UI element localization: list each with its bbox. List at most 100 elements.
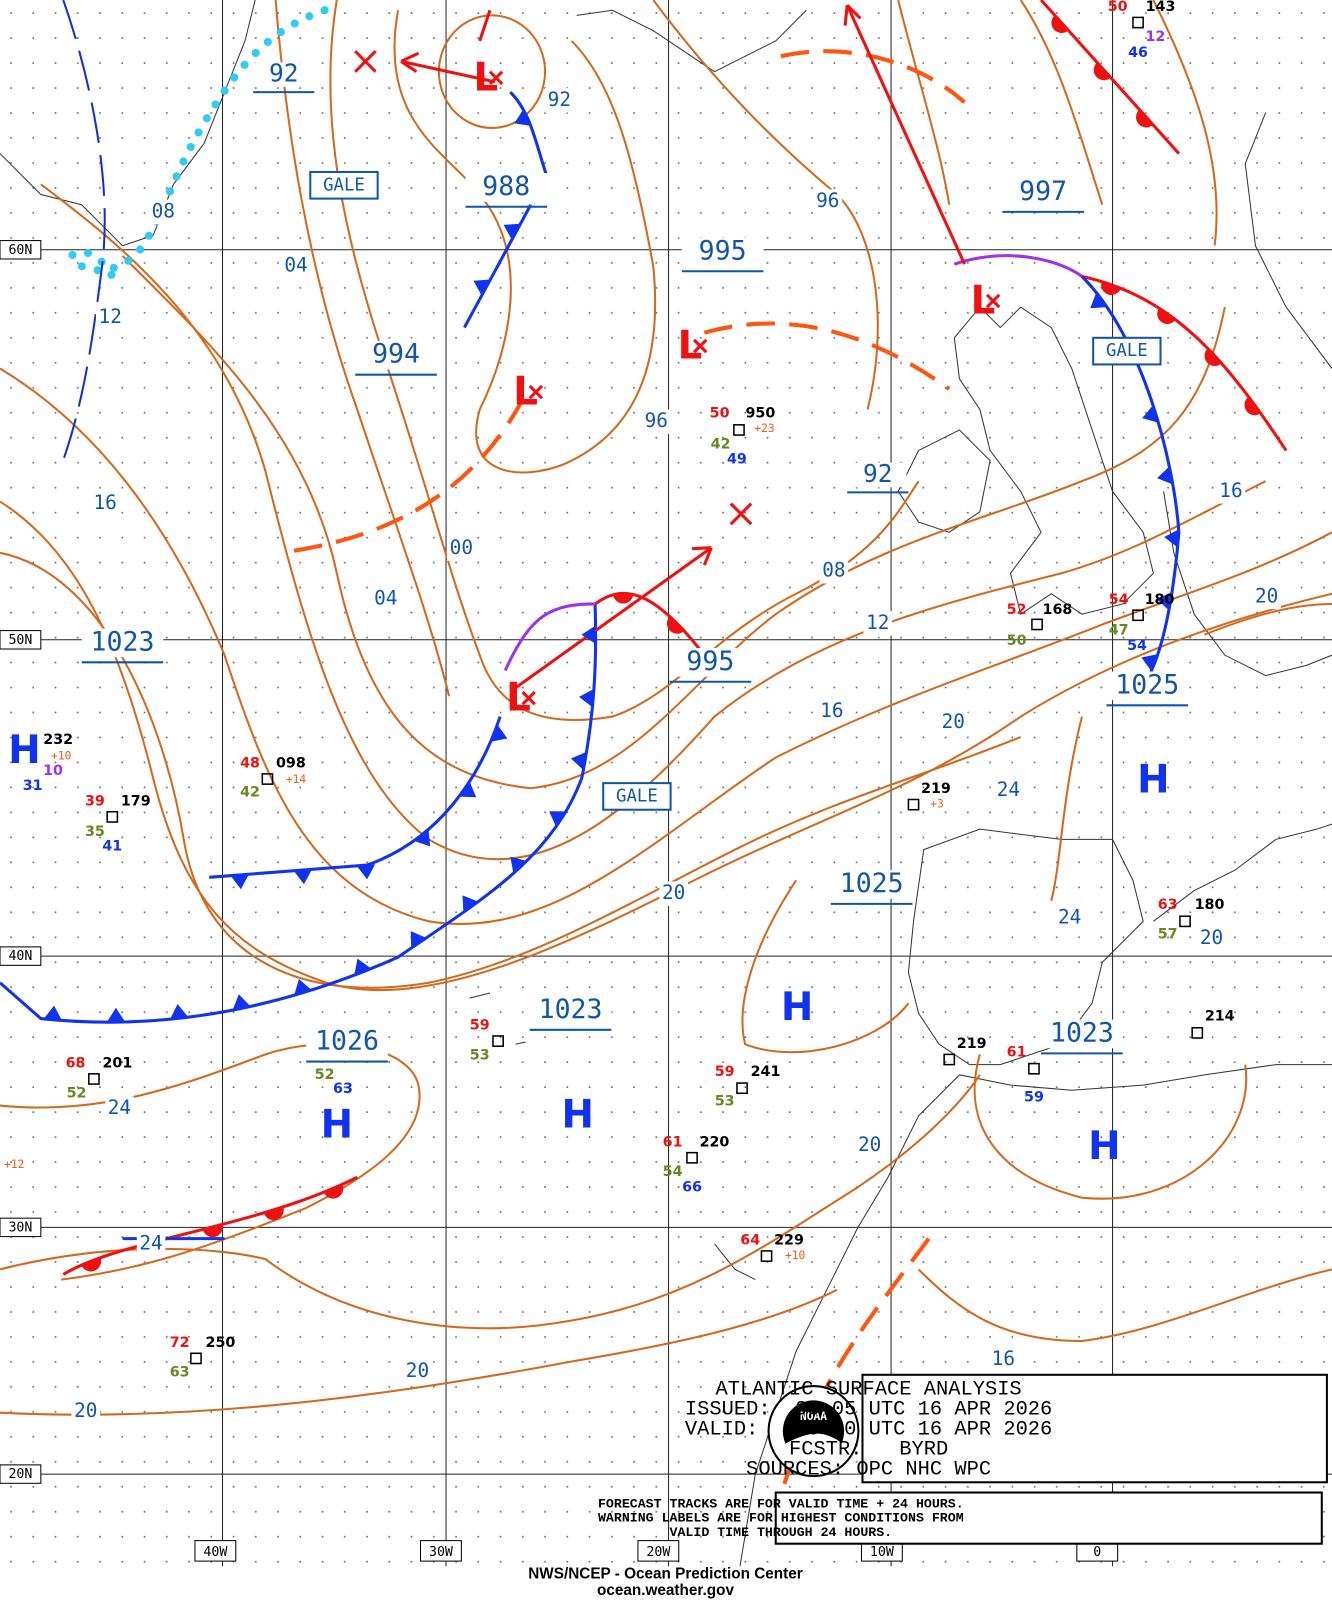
center-pressure: 1023: [91, 626, 155, 657]
station-label: +10: [51, 749, 71, 762]
high-center: H: [781, 985, 813, 1030]
warm-front-symbol: [323, 1184, 344, 1199]
station-symbol: [1179, 915, 1191, 928]
isobar-label-bg: [105, 1096, 134, 1121]
station-label: +23: [754, 422, 774, 435]
cold-front-symbol: [1156, 592, 1173, 611]
lat-label-box: [0, 240, 42, 260]
station-label: 54: [663, 1164, 683, 1180]
isobar-label-bg: [939, 710, 968, 735]
isobar-label: 08: [822, 559, 845, 582]
isobar-label-bg: [403, 1359, 432, 1385]
isobar-label-bg: [545, 88, 574, 113]
station-label: 52: [67, 1085, 87, 1101]
pressure-bg: [81, 628, 164, 658]
station-label: 219: [957, 1036, 987, 1052]
low-marker: [488, 70, 504, 86]
cold-front-symbol: [503, 223, 521, 240]
pressure-bg: [1041, 1019, 1123, 1049]
station-label: +10: [785, 1249, 805, 1262]
warm-front-symbol: [81, 1257, 102, 1272]
station-label: 59: [1024, 1089, 1044, 1105]
station-label: 42: [711, 436, 731, 452]
fronts: [0, 0, 1288, 1276]
warm-front-symbol: [1101, 281, 1121, 296]
warm-front-symbol: [1051, 15, 1069, 34]
isobar-label-bg: [71, 1399, 101, 1424]
cold-front-symbol: [549, 811, 567, 827]
info-line: ATLANTIC SURFACE ANALYSIS: [716, 1379, 1022, 1402]
warm-front-symbol: [1244, 396, 1261, 416]
cold-front-symbol: [459, 781, 477, 798]
isobar-label-bg: [371, 586, 401, 612]
station-label: 46: [1128, 45, 1148, 61]
isobar-label: 20: [1255, 584, 1278, 607]
lat-label-box: [0, 946, 42, 966]
station-symbol: [492, 1035, 504, 1047]
station-symbol: [1031, 618, 1043, 631]
isobar-label-bg: [819, 558, 849, 584]
isobar-label-bg: [281, 253, 311, 279]
lon-label: 30W: [429, 1545, 453, 1560]
station-symbol: [88, 1073, 100, 1085]
warm-front-symbol: [202, 1224, 223, 1238]
isobar-label: 16: [820, 699, 843, 722]
cold-front-symbol: [510, 856, 527, 874]
cold-front-symbol: [230, 874, 249, 890]
isobar-label: 16: [992, 1347, 1015, 1370]
station-label: 54: [1127, 638, 1147, 654]
station-symbol: [943, 1053, 956, 1066]
station-label: 41: [102, 839, 122, 855]
cold-front-symbol: [1164, 529, 1180, 548]
station-label: 61: [663, 1134, 683, 1150]
cold-front-symbol: [462, 895, 479, 913]
station-label: 180: [1195, 897, 1225, 913]
station-label: +14: [286, 773, 306, 786]
isobar-label: 96: [816, 189, 839, 212]
station-label: 49: [727, 452, 747, 468]
station-label: 179: [121, 794, 151, 810]
isobar-label: 92: [863, 459, 892, 488]
info-line: SOURCES: OPC NHC WPC: [746, 1458, 991, 1481]
station-label: 63: [170, 1365, 190, 1381]
lat-label-box: [0, 630, 42, 650]
info-line: ISSUED: 03:05 UTC 16 APR 2026: [685, 1398, 1052, 1421]
station-symbol: [760, 1250, 773, 1262]
cold-front-symbol: [410, 931, 427, 949]
high-center: H: [1088, 1124, 1120, 1169]
pressure-bg: [1106, 671, 1189, 701]
warning-label: GALE: [323, 175, 365, 195]
warm-front-symbol: [666, 616, 685, 634]
cold-front-symbol: [570, 751, 587, 771]
isobar-label-bg: [989, 1347, 1018, 1372]
cold-front-symbol: [106, 1007, 126, 1023]
station-label: 950: [746, 406, 776, 422]
pressure-bg: [830, 870, 913, 899]
pressure-bg: [681, 237, 764, 267]
station-label: 214: [1205, 1008, 1235, 1024]
cold-front-symbol: [514, 109, 532, 126]
station-label: 39: [85, 794, 105, 810]
station-label: 168: [1043, 602, 1073, 618]
station-label: +12: [4, 1158, 24, 1171]
station-label: 59: [715, 1064, 735, 1080]
isobar-label: 12: [99, 305, 122, 328]
notice-line: VALID TIME THROUGH 24 HOURS.: [670, 1525, 893, 1540]
high-center: H: [8, 728, 40, 773]
station-label: 42: [240, 784, 260, 800]
center-pressure: 1025: [1115, 669, 1179, 700]
cold-front-symbol: [578, 688, 594, 708]
isobar-label: 24: [108, 1096, 131, 1119]
station-label: 143: [1146, 0, 1176, 15]
station-label: 52: [315, 1067, 335, 1083]
station-label: 50: [1007, 633, 1027, 649]
footer-agency: NWS/NCEP - Ocean Prediction Center: [528, 1565, 802, 1582]
warm-front-symbol: [1157, 307, 1176, 325]
cold-front-symbol: [1142, 405, 1159, 423]
cold-front-symbol: [490, 724, 508, 742]
lat-label-box: [0, 1464, 42, 1484]
cold-front-symbol: [354, 958, 372, 976]
pressure-bg: [355, 340, 437, 370]
warning-box: [602, 782, 672, 811]
